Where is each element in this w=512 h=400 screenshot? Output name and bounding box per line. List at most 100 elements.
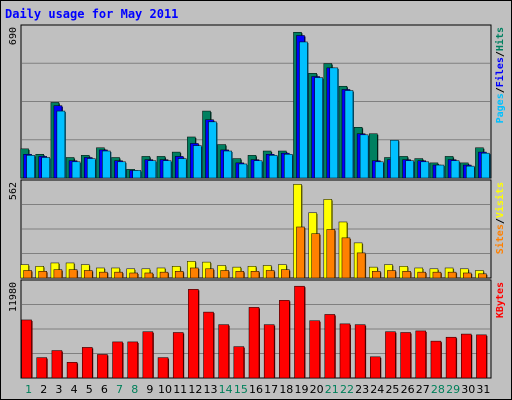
bar-sites xyxy=(311,233,320,279)
axis-title-part: / xyxy=(495,87,506,93)
x-tick-label: 29 xyxy=(446,383,460,396)
x-tick-label: 14 xyxy=(219,383,233,396)
bar-pages xyxy=(466,165,475,179)
bar-sites xyxy=(99,271,108,279)
x-tick-label: 5 xyxy=(86,383,93,396)
bar-kbytes xyxy=(51,350,63,379)
bar-sites xyxy=(174,271,184,279)
x-tick-label: 9 xyxy=(146,383,153,396)
x-tick-label: 25 xyxy=(385,383,399,396)
x-tick-label: 11 xyxy=(173,383,187,396)
axis-title-part: Sites xyxy=(494,224,506,254)
bar-kbytes xyxy=(97,354,108,379)
bar-kbytes xyxy=(263,324,275,379)
series-axis-title: Pages/Files/Hits xyxy=(494,27,506,123)
bar-kbytes xyxy=(142,331,154,379)
x-tick-label: 19 xyxy=(294,383,308,396)
x-tick-label: 16 xyxy=(249,383,263,396)
bar-pages xyxy=(71,161,81,179)
bar-pages xyxy=(420,161,430,179)
x-tick-label: 22 xyxy=(340,383,354,396)
bar-pages xyxy=(41,157,50,179)
bar-kbytes xyxy=(445,336,457,379)
bar-kbytes xyxy=(279,300,290,379)
x-tick-label: 31 xyxy=(476,383,490,396)
x-tick-label: 23 xyxy=(355,383,369,396)
bar-pages xyxy=(481,152,490,179)
bar-sites xyxy=(250,271,260,279)
series-axis-title: KBytes xyxy=(495,282,506,318)
bar-kbytes xyxy=(370,356,381,379)
bar-pages xyxy=(450,160,460,179)
bar-pages xyxy=(253,160,263,179)
y-scale-label: 690 xyxy=(8,27,19,45)
x-tick-label: 20 xyxy=(310,383,324,396)
axis-title-part: Hits xyxy=(494,27,506,51)
chart-title: Daily usage for May 2011 xyxy=(5,7,178,21)
bar-kbytes xyxy=(339,323,351,379)
bar-kbytes xyxy=(21,319,32,379)
visits-sites-panel: 562 Sites/Visits xyxy=(8,179,506,279)
bar-kbytes xyxy=(461,333,472,379)
bar-sites xyxy=(356,252,366,279)
bar-sites xyxy=(281,269,290,279)
bar-kbytes xyxy=(415,330,427,379)
x-tick-label: 2 xyxy=(40,383,47,396)
bar-kbytes xyxy=(476,334,487,379)
bar-pages xyxy=(375,161,384,179)
bar-sites xyxy=(463,272,472,279)
bar-kbytes xyxy=(218,324,229,379)
x-tick-label: 15 xyxy=(234,383,248,396)
x-tick-label: 27 xyxy=(416,383,430,396)
bar-kbytes xyxy=(66,362,78,379)
bar-kbytes xyxy=(354,324,366,379)
x-tick-label: 21 xyxy=(325,383,339,396)
bar-pages xyxy=(177,158,187,179)
bar-pages xyxy=(390,139,399,179)
bar-pages xyxy=(193,145,202,179)
x-tick-label: 18 xyxy=(279,383,293,396)
x-tick-label: 4 xyxy=(71,383,78,396)
bar-sites xyxy=(23,270,32,279)
bar-pages xyxy=(405,160,414,179)
bar-sites xyxy=(114,271,123,279)
series-axis-title: Sites/Visits xyxy=(494,182,506,254)
bar-kbytes xyxy=(203,311,214,379)
axis-title-part: KBytes xyxy=(495,282,506,318)
bar-kbytes xyxy=(294,285,305,379)
bar-pages xyxy=(56,110,66,179)
bar-sites xyxy=(326,229,336,279)
x-tick-label: 7 xyxy=(116,383,123,396)
bar-sites xyxy=(478,273,487,279)
bar-sites xyxy=(296,226,305,279)
bar-kbytes xyxy=(112,341,123,379)
bar-sites xyxy=(265,270,275,279)
bar-sites xyxy=(402,271,411,279)
bar-sites xyxy=(205,268,214,279)
x-tick-label: 30 xyxy=(461,383,475,396)
bar-pages xyxy=(329,67,339,179)
bar-sites xyxy=(38,271,47,279)
bar-pages xyxy=(132,170,141,179)
x-tick-label: 13 xyxy=(204,383,218,396)
bar-pages xyxy=(238,163,248,179)
bar-pages xyxy=(117,161,126,179)
bar-pages xyxy=(268,155,278,179)
bar-sites xyxy=(341,237,351,279)
bar-sites xyxy=(220,270,229,279)
bar-pages xyxy=(208,121,217,179)
bar-pages xyxy=(344,90,354,179)
bar-pages xyxy=(223,150,232,179)
x-tick-label: 10 xyxy=(158,383,172,396)
bar-pages xyxy=(435,164,445,179)
bar-pages xyxy=(102,150,111,179)
bar-sites xyxy=(372,271,381,279)
bar-kbytes xyxy=(385,331,396,379)
y-scale-label: 562 xyxy=(8,182,19,200)
bar-pages xyxy=(359,134,369,179)
bar-sites xyxy=(190,267,199,279)
bar-sites xyxy=(432,271,442,279)
bar-pages xyxy=(86,158,96,179)
bar-sites xyxy=(387,270,396,279)
